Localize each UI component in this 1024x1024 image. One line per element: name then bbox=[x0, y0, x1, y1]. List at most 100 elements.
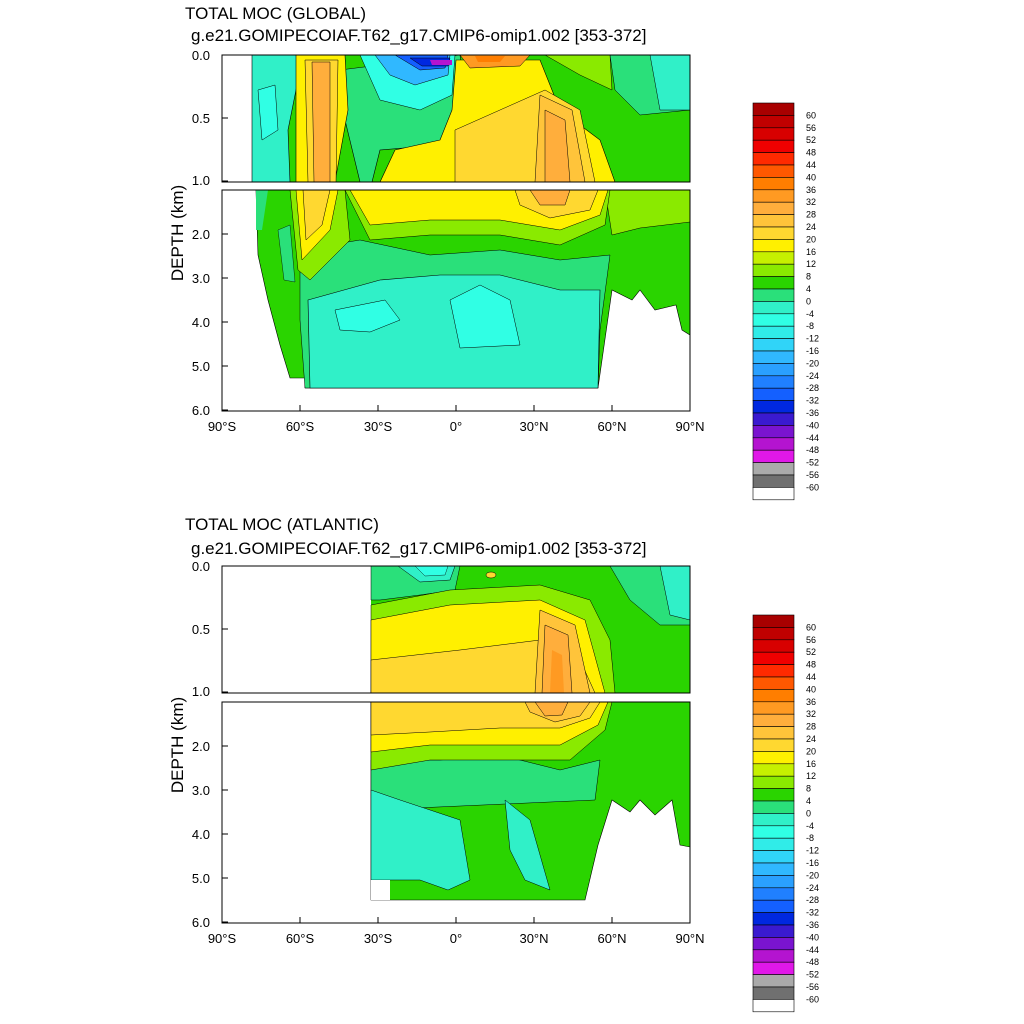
colorbar-swatch bbox=[752, 924, 795, 938]
colorbar-label: 40 bbox=[806, 172, 816, 182]
atlantic-upper-contours bbox=[370, 566, 690, 693]
atlantic-ytick-4: 3.0 bbox=[192, 783, 210, 798]
atlantic-ytick-2: 1.0 bbox=[192, 684, 210, 699]
global-ytick-7: 6.0 bbox=[192, 403, 210, 418]
colorbar-label: -24 bbox=[806, 371, 819, 381]
colorbar-label: -16 bbox=[806, 346, 819, 356]
colorbar-swatch bbox=[752, 999, 795, 1013]
colorbar-label: 24 bbox=[806, 734, 816, 744]
colorbar-swatch bbox=[752, 288, 795, 302]
colorbar-label: 32 bbox=[806, 709, 816, 719]
colorbar-swatch bbox=[752, 177, 795, 191]
global-ytick-2: 1.0 bbox=[192, 173, 210, 188]
colorbar-label: -60 bbox=[806, 482, 819, 492]
colorbar-label: -4 bbox=[806, 821, 814, 831]
colorbar-label: -40 bbox=[806, 932, 819, 942]
colorbar-label: -56 bbox=[806, 982, 819, 992]
xtick-label: 30°S bbox=[364, 419, 393, 434]
atlantic-ytick-7: 6.0 bbox=[192, 915, 210, 930]
colorbar-swatch bbox=[752, 251, 795, 265]
colorbar-label: 12 bbox=[806, 771, 816, 781]
colorbar-swatch bbox=[752, 425, 795, 439]
atlantic-ytick-0: 0.0 bbox=[192, 559, 210, 574]
colorbar-label: 44 bbox=[806, 160, 816, 170]
colorbar-swatch bbox=[752, 614, 795, 628]
colorbar-label: -8 bbox=[806, 321, 814, 331]
xtick-label: 90°N bbox=[675, 419, 704, 434]
atlantic-ytick-1: 0.5 bbox=[192, 622, 210, 637]
colorbar-swatch bbox=[752, 701, 795, 715]
xtick-label: 60°S bbox=[286, 931, 315, 946]
colorbar-swatch bbox=[752, 887, 795, 901]
colorbar-swatch bbox=[752, 462, 795, 476]
colorbar-swatch bbox=[752, 127, 795, 141]
colorbar-label: -4 bbox=[806, 309, 814, 319]
colorbar-label: 36 bbox=[806, 697, 816, 707]
atlantic-ytick-5: 4.0 bbox=[192, 827, 210, 842]
atlantic-chart: TOTAL MOC (ATLANTIC) g.e21.GOMIPECOIAF.T… bbox=[168, 515, 705, 946]
atlantic-ytick-6: 5.0 bbox=[192, 871, 210, 886]
colorbar-swatch bbox=[752, 775, 795, 789]
colorbar-label: 0 bbox=[806, 296, 811, 306]
colorbar-label: -60 bbox=[806, 994, 819, 1004]
colorbar-swatch bbox=[752, 313, 795, 327]
colorbar-swatch bbox=[752, 449, 795, 463]
colorbar-swatch bbox=[752, 276, 795, 290]
global-ylabel: DEPTH (km) bbox=[168, 185, 187, 281]
colorbar-label: 4 bbox=[806, 284, 811, 294]
colorbar-swatch bbox=[752, 387, 795, 401]
xtick-label: 30°N bbox=[519, 419, 548, 434]
global-ytick-4: 3.0 bbox=[192, 271, 210, 286]
atlantic-ytick-3: 2.0 bbox=[192, 739, 210, 754]
colorbar-label: -44 bbox=[806, 433, 819, 443]
colorbar-swatch bbox=[752, 301, 795, 315]
xtick-label: 30°N bbox=[519, 931, 548, 946]
colorbar-swatch bbox=[752, 102, 795, 116]
colorbar-label: 40 bbox=[806, 684, 816, 694]
colorbar-label: -32 bbox=[806, 396, 819, 406]
colorbar-swatch bbox=[752, 912, 795, 926]
colorbar-label: 0 bbox=[806, 808, 811, 818]
colorbar-label: 52 bbox=[806, 135, 816, 145]
colorbar-label: 32 bbox=[806, 197, 816, 207]
colorbar-swatch bbox=[752, 788, 795, 802]
colorbar-swatch bbox=[752, 639, 795, 653]
colorbar-label: -20 bbox=[806, 358, 819, 368]
xtick-label: 0° bbox=[450, 419, 462, 434]
global-title: TOTAL MOC (GLOBAL) bbox=[185, 4, 366, 23]
colorbar-label: 4 bbox=[806, 796, 811, 806]
colorbar-label: -44 bbox=[806, 945, 819, 955]
colorbar-label: 56 bbox=[806, 635, 816, 645]
colorbar-swatch bbox=[752, 115, 795, 129]
colorbar-label: -20 bbox=[806, 870, 819, 880]
colorbar-swatch bbox=[752, 850, 795, 864]
colorbar-label: -32 bbox=[806, 908, 819, 918]
colorbar-swatch bbox=[752, 738, 795, 752]
colorbar-swatch bbox=[752, 474, 795, 488]
colorbar-swatch bbox=[752, 226, 795, 240]
colorbar-swatch bbox=[752, 651, 795, 665]
colorbar-label: -12 bbox=[806, 334, 819, 344]
colorbar-swatch bbox=[752, 214, 795, 228]
colorbar-label: -28 bbox=[806, 895, 819, 905]
colorbar-swatch bbox=[752, 689, 795, 703]
colorbar-swatch bbox=[752, 763, 795, 777]
colorbar-label: -52 bbox=[806, 458, 819, 468]
colorbar-swatch bbox=[752, 937, 795, 951]
xtick-label: 60°S bbox=[286, 419, 315, 434]
colorbar-swatch bbox=[752, 875, 795, 889]
global-lower-contours bbox=[255, 190, 690, 389]
colorbar-swatch bbox=[752, 813, 795, 827]
colorbar-swatch bbox=[752, 139, 795, 153]
colorbar-label: 60 bbox=[806, 110, 816, 120]
colorbar-swatch bbox=[752, 713, 795, 727]
colorbar-swatch bbox=[752, 338, 795, 352]
colorbar-label: -48 bbox=[806, 957, 819, 967]
colorbar-swatch bbox=[752, 152, 795, 166]
atlantic-title: TOTAL MOC (ATLANTIC) bbox=[185, 515, 379, 534]
colorbar-label: -56 bbox=[806, 470, 819, 480]
colorbar-label: -28 bbox=[806, 383, 819, 393]
colorbar-swatch bbox=[752, 437, 795, 451]
global-colorbar: 60565248444036322824201612840-4-8-12-16-… bbox=[752, 102, 819, 501]
